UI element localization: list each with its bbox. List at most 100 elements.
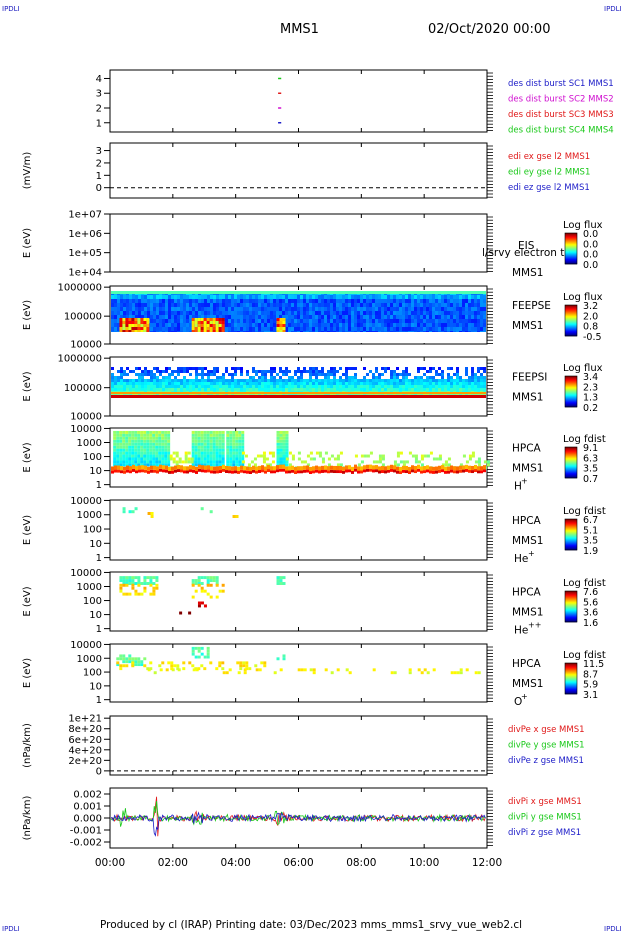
spectrogram-pixel: [318, 315, 321, 319]
spectrogram-pixel: [128, 442, 132, 446]
spectrogram-pixel: [201, 311, 204, 315]
spectrogram-pixel: [231, 373, 234, 376]
spectrogram-pixel: [441, 311, 444, 315]
spectrogram-pixel: [231, 299, 234, 303]
colorbar-segment: [565, 259, 577, 262]
spectrogram-pixel: [219, 385, 222, 388]
spectrogram-pixel: [447, 457, 451, 461]
spectrogram-pixel: [327, 303, 330, 307]
spectrogram-pixel: [134, 457, 138, 461]
spectrogram-pixel: [294, 323, 297, 327]
spectrogram-pixel: [366, 307, 369, 311]
spectrogram-pixel: [372, 460, 376, 464]
spectrogram-pixel: [246, 327, 249, 331]
spectrogram-pixel: [138, 311, 141, 315]
spectrogram-pixel: [171, 373, 174, 376]
spectrogram-pixel: [348, 299, 351, 303]
spectrogram-pixel: [212, 324, 216, 327]
spectrogram-pixel: [111, 303, 114, 307]
spectrogram-pixel: [384, 388, 387, 391]
spectrogram-pixel: [369, 299, 372, 303]
spectrogram-pixel: [155, 439, 159, 443]
colorbar-title: Log flux: [563, 363, 603, 374]
colorbar-segment: [565, 399, 577, 402]
spectrogram-pixel: [146, 439, 150, 443]
spectrogram-pixel: [131, 460, 135, 464]
spectrogram-pixel: [128, 321, 132, 324]
x-tick-label: 04:00: [221, 857, 251, 869]
spectrogram-pixel: [149, 436, 153, 440]
spectrogram-pixel: [378, 460, 382, 464]
spectrogram-pixel: [116, 463, 120, 467]
spectrogram-pixel: [131, 327, 135, 330]
spectrogram-pixel: [153, 465, 156, 470]
spectrogram-pixel: [288, 315, 291, 319]
spectrogram-pixel: [351, 311, 354, 315]
spectrogram-pixel: [387, 299, 390, 303]
spectrogram-pixel: [441, 323, 444, 327]
spectrogram-pixel: [187, 460, 191, 464]
spectrogram-pixel: [360, 315, 363, 319]
spectrogram-pixel: [321, 379, 324, 382]
spectrogram-pixel: [369, 295, 372, 299]
spectrogram-pixel: [212, 576, 216, 580]
spectrogram-pixel: [246, 379, 249, 382]
spectrogram-pixel: [168, 327, 171, 331]
spectrogram-pixel: [423, 307, 426, 311]
spectrogram-pixel: [309, 311, 312, 315]
spectrogram-pixel: [393, 307, 396, 311]
spectrogram-pixel: [408, 299, 411, 303]
spectrogram-pixel: [357, 315, 360, 319]
colorbar-segment: [565, 468, 577, 471]
spectrogram-pixel: [276, 436, 280, 440]
spectrogram-pixel: [186, 327, 189, 331]
spectrogram-pixel: [393, 323, 396, 327]
spectrogram-pixel: [146, 442, 150, 446]
spectrogram-pixel: [357, 379, 360, 382]
spectrogram-pixel: [309, 299, 312, 303]
colorbar-segment: [565, 255, 577, 258]
y-tick-label: 0.000: [73, 814, 102, 825]
y-axis-label: (nPa/km): [22, 796, 33, 841]
spectrogram-pixel: [417, 303, 420, 307]
spectrogram-pixel: [161, 430, 165, 434]
spectrogram-pixel: [152, 448, 156, 452]
spectrogram-pixel: [360, 379, 363, 382]
spectrogram-pixel: [186, 295, 189, 299]
spectrogram-pixel: [210, 379, 213, 382]
spectrogram-pixel: [360, 311, 363, 315]
spectrogram-pixel: [176, 667, 180, 671]
spectrogram-pixel: [171, 311, 174, 315]
spectrogram-pixel: [468, 457, 472, 461]
spectrogram-pixel: [330, 295, 333, 299]
panel-label-species: He: [514, 625, 528, 637]
spectrogram-pixel: [126, 303, 129, 307]
spectrogram-pixel: [171, 323, 174, 327]
spectrogram-pixel: [201, 385, 204, 388]
spectrogram-pixel: [462, 379, 465, 382]
spectrogram-pixel: [218, 436, 222, 440]
spectrogram-pixel: [324, 299, 327, 303]
spectrogram-pixel: [116, 454, 120, 458]
spectrogram-pixel: [393, 671, 397, 675]
spectrogram-pixel: [167, 451, 171, 455]
spectrogram-pixel: [221, 583, 225, 587]
colorbar-segment: [565, 594, 577, 596]
spectrogram-pixel: [330, 367, 333, 370]
spectrogram-pixel: [186, 466, 189, 471]
spectrogram-pixel: [153, 382, 156, 385]
spectrogram-pixel: [144, 311, 147, 315]
colorbar-tick: 11.5: [583, 659, 604, 670]
spectrogram-pixel: [137, 592, 141, 596]
spectrogram-pixel: [183, 370, 186, 373]
spectrogram-pixel: [221, 445, 225, 449]
spectrogram-pixel: [438, 454, 442, 458]
spectrogram-pixel: [312, 319, 315, 323]
spectrogram-pixel: [426, 303, 429, 307]
spectrogram-pixel: [138, 385, 141, 388]
colorbar-segment: [565, 596, 577, 598]
spectrogram-pixel: [132, 382, 135, 385]
spectrogram-pixel: [128, 433, 132, 437]
spectrogram-pixel: [119, 586, 123, 590]
